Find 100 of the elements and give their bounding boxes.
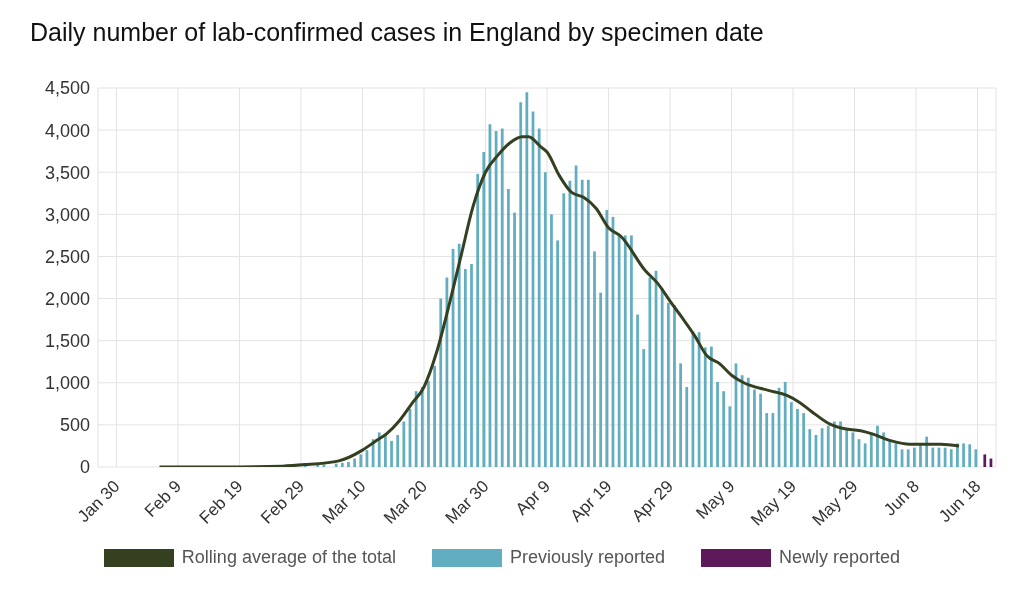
bar	[359, 454, 363, 467]
x-tick-label: Apr 29	[628, 476, 678, 526]
bar	[420, 386, 424, 467]
bar	[666, 302, 670, 467]
bar	[623, 235, 627, 467]
bar	[630, 235, 633, 467]
x-tick-label: Apr 9	[511, 476, 555, 519]
x-tick-label: Mar 10	[318, 476, 370, 528]
bar	[476, 173, 480, 467]
x-tick-label: Jan 30	[73, 476, 124, 527]
legend-label: Rolling average of the total	[181, 547, 396, 568]
bar	[802, 413, 806, 467]
bar	[439, 298, 443, 467]
bar	[765, 413, 769, 467]
bar	[605, 210, 609, 467]
bar	[851, 432, 855, 467]
bar	[402, 421, 406, 467]
bar	[974, 449, 978, 467]
bar	[556, 240, 559, 467]
bar	[968, 444, 972, 467]
bar	[931, 447, 935, 467]
bar	[949, 449, 953, 467]
y-tick-label: 2,000	[44, 288, 90, 309]
bar	[839, 421, 842, 467]
bar	[396, 435, 400, 467]
bar	[709, 346, 713, 467]
bar	[833, 421, 836, 467]
bar	[869, 432, 873, 467]
bar	[753, 389, 756, 467]
bar	[919, 445, 922, 467]
bar	[888, 440, 892, 467]
bar	[906, 449, 910, 467]
bar	[716, 381, 719, 467]
bar	[513, 212, 516, 467]
bar	[433, 365, 436, 467]
x-tick-label: May 9	[692, 476, 739, 523]
line-series	[158, 135, 961, 467]
bar	[685, 386, 689, 467]
bar	[746, 377, 750, 467]
y-tick-label: 3,500	[44, 162, 90, 183]
bar	[617, 236, 621, 467]
bar	[384, 435, 387, 467]
bar	[783, 381, 787, 467]
bar	[740, 375, 744, 467]
y-tick-label: 2,500	[44, 246, 90, 267]
bar	[796, 408, 799, 467]
x-tick-label: Jun 8	[880, 476, 924, 520]
y-tick-label: 4,500	[44, 78, 90, 99]
bar	[789, 402, 793, 467]
bar	[340, 462, 344, 467]
x-tick-label: Apr 19	[566, 476, 616, 526]
bar	[722, 391, 726, 467]
bar	[463, 269, 467, 467]
bar	[470, 264, 473, 467]
bar	[334, 463, 338, 467]
bar	[845, 429, 849, 467]
bar	[912, 447, 916, 467]
bar	[562, 193, 566, 467]
x-tick-label: Feb 29	[257, 476, 309, 528]
bar	[808, 429, 812, 467]
bar	[648, 277, 652, 467]
bar	[673, 305, 676, 467]
bar	[347, 461, 350, 467]
bar	[636, 314, 639, 467]
x-tick-label: Feb 9	[140, 476, 186, 521]
bar	[586, 179, 590, 467]
bar	[457, 243, 461, 467]
bar	[983, 454, 987, 467]
bar	[482, 152, 486, 467]
bar	[962, 443, 965, 467]
bar	[679, 363, 683, 467]
bar	[826, 425, 830, 467]
bar	[728, 406, 732, 467]
bar	[519, 102, 523, 467]
bar	[543, 172, 547, 467]
bar	[390, 440, 393, 467]
chart-title: Daily number of lab-confirmed cases in England by specimen date	[29, 17, 765, 48]
x-tick-label: Feb 19	[195, 476, 247, 528]
bar	[414, 391, 418, 467]
y-tick-label: 1,000	[44, 373, 90, 394]
bar	[525, 92, 529, 467]
y-tick-label: 500	[59, 415, 90, 436]
y-tick-label: 1,500	[44, 331, 90, 352]
y-tick-label: 4,000	[44, 120, 90, 141]
bar	[500, 128, 504, 467]
y-tick-label: 0	[79, 457, 90, 478]
x-tick-label: May 19	[747, 476, 801, 530]
bar	[703, 347, 707, 467]
bar	[537, 128, 541, 467]
bar	[876, 425, 879, 467]
bar	[599, 292, 603, 467]
legend-label: Newly reported	[779, 547, 901, 568]
bar	[882, 432, 885, 467]
x-tick-label: Mar 20	[380, 476, 432, 528]
bar	[550, 214, 553, 467]
x-tick-label: Jun 18	[935, 476, 985, 527]
y-tick-label: 3,000	[44, 204, 90, 225]
bar	[759, 393, 762, 467]
bar	[377, 432, 381, 467]
x-tick-label: Mar 30	[441, 476, 493, 528]
